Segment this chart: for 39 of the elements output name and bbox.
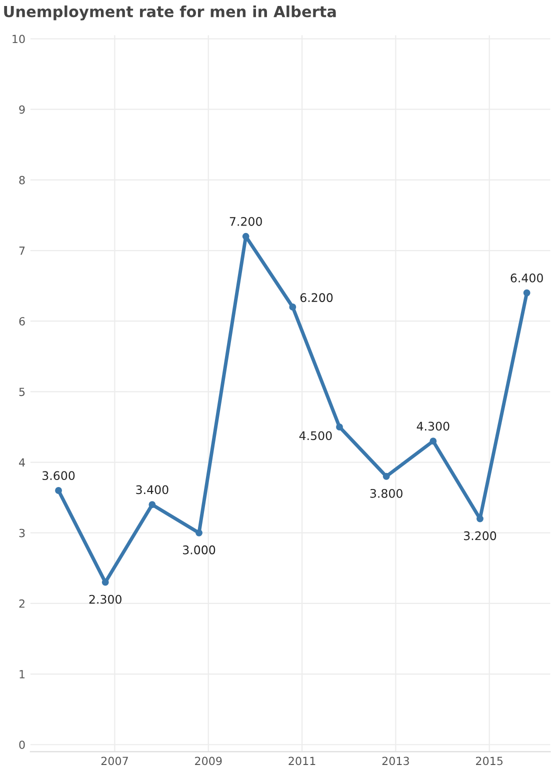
data-label: 6.200: [300, 293, 333, 302]
y-tick-label: 5: [19, 388, 25, 396]
y-tick-label: 7: [19, 246, 25, 255]
point: [102, 578, 109, 586]
point: [476, 515, 484, 522]
point: [55, 487, 62, 494]
point: [289, 304, 296, 310]
data-label: 4.300: [416, 422, 450, 431]
y-tick-label: 4: [19, 458, 25, 466]
point: [382, 472, 390, 480]
point: [242, 232, 250, 240]
y-tick-label: 3: [19, 528, 25, 538]
point: [523, 289, 530, 296]
point: [196, 529, 202, 536]
y-tick-label: 1: [20, 670, 25, 678]
data-label: 3.600: [42, 471, 75, 480]
point: [148, 501, 156, 508]
y-tick-label: 0: [19, 740, 25, 749]
x-tick-label: 2009: [195, 756, 222, 766]
data-label: 6.400: [510, 273, 543, 282]
x-tick-label: 2011: [288, 756, 316, 766]
data-label: 2.300: [89, 594, 122, 604]
y-tick-label: 10: [12, 34, 25, 44]
y-tick-label: 6: [19, 317, 25, 326]
x-tick-label: 2007: [101, 756, 128, 766]
y-tick-label: 8: [19, 176, 25, 184]
point: [430, 438, 437, 445]
x-tick-label: 2013: [382, 756, 409, 766]
x-tick-label: 2015: [476, 756, 503, 766]
data-label: 7.200: [230, 217, 262, 226]
point: [336, 424, 343, 430]
data-label: 3.000: [183, 545, 216, 554]
data-label: 3.800: [370, 488, 402, 498]
chart-title: Unemployment rate for men in Alberta: [4, 5, 336, 20]
y-tick-label: 2: [19, 599, 24, 608]
data-label: 4.500: [299, 431, 332, 440]
data-label: 3.400: [136, 485, 168, 494]
y-tick-label: 9: [19, 105, 25, 114]
data-label: 3.200: [464, 531, 496, 540]
